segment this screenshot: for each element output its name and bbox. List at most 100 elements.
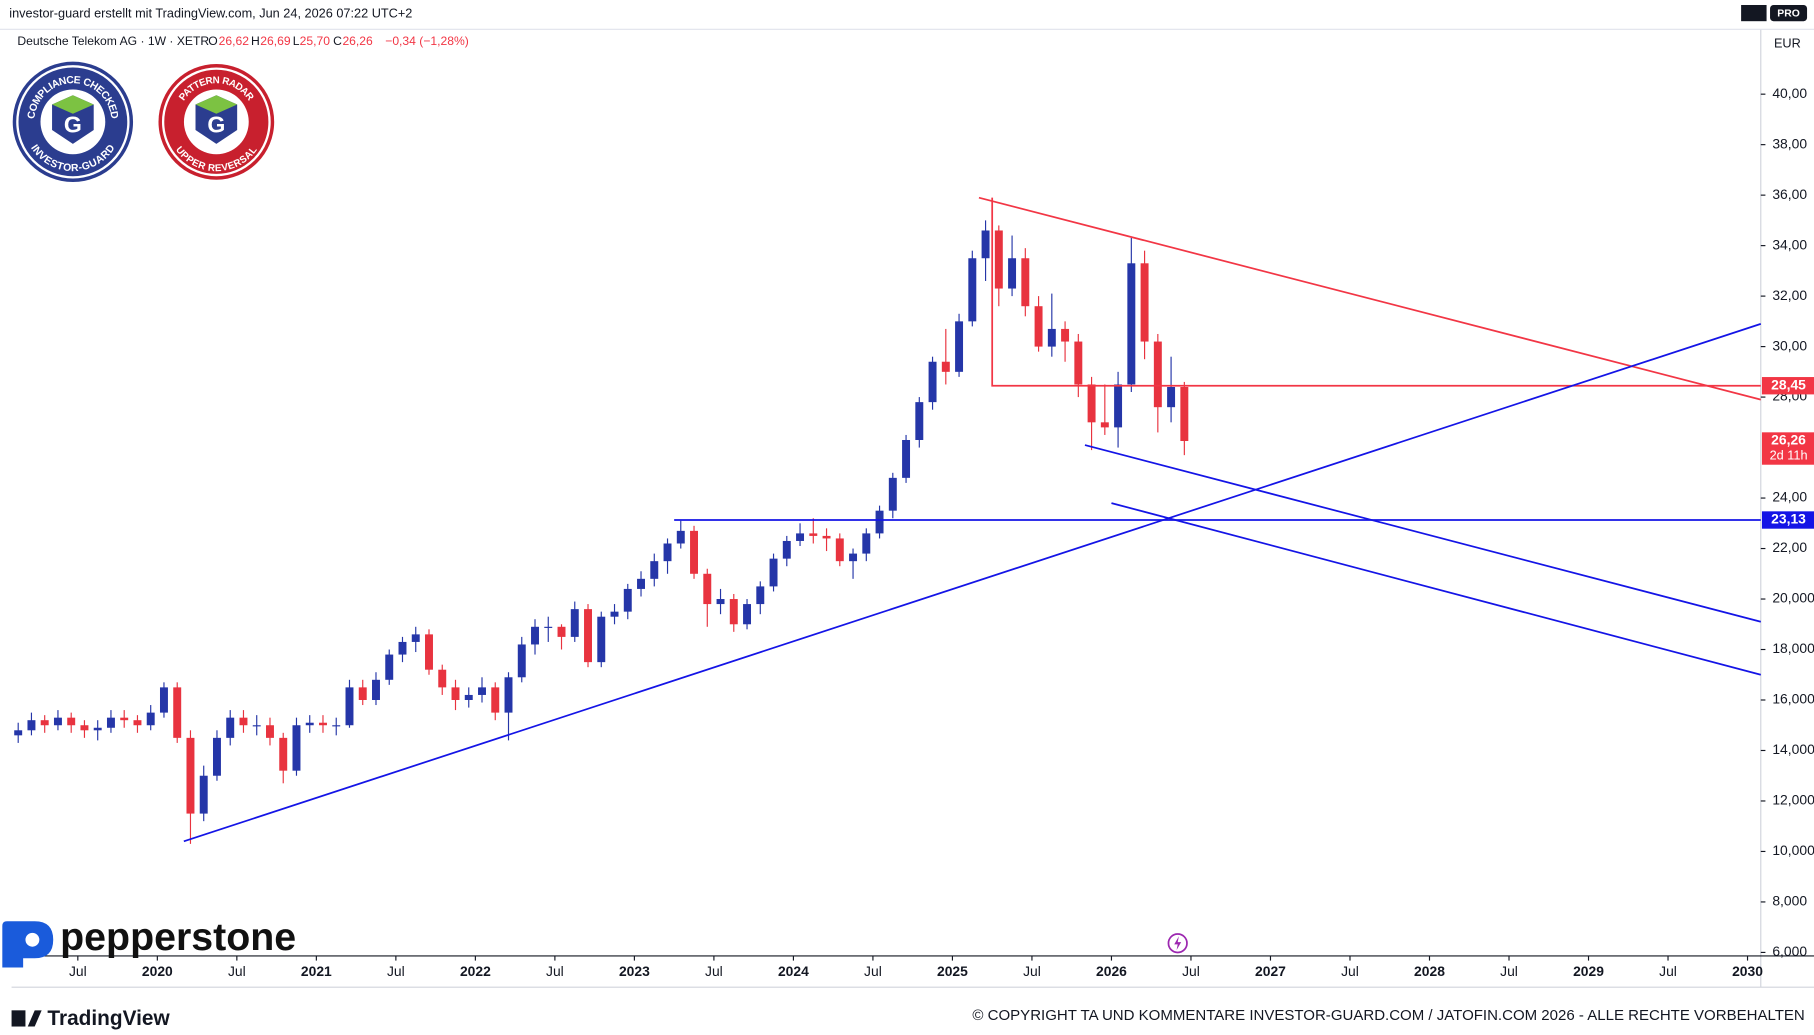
- trend-line: [1111, 502, 1762, 676]
- y-tick-label: 14,000: [1772, 741, 1814, 757]
- legend-key: H: [251, 34, 260, 48]
- candle-body: [53, 717, 62, 726]
- candle-body: [40, 720, 49, 726]
- platform-name: TradingView: [47, 1007, 170, 1030]
- candle-body: [14, 730, 23, 736]
- candle-body: [1034, 306, 1043, 347]
- x-tick-label: Jul: [69, 963, 87, 979]
- badge: G PATTERN RADAR UPPER REVERSAL: [158, 64, 275, 180]
- candle-body: [239, 717, 248, 726]
- x-tick-label: 2022: [460, 963, 491, 979]
- candle-body: [80, 725, 89, 731]
- candle-body: [676, 530, 685, 544]
- candle-body: [1008, 258, 1017, 289]
- plot-area: [14, 196, 1762, 844]
- y-tick-label: 12,000: [1772, 792, 1814, 808]
- candle-body: [1061, 328, 1070, 342]
- candle-body: [345, 687, 354, 726]
- candle-body: [504, 677, 513, 713]
- candle-body: [372, 679, 380, 700]
- candle-body: [822, 535, 831, 539]
- candle-body: [305, 722, 314, 726]
- legend-key: O: [208, 34, 217, 48]
- y-tick-label: 16,000: [1772, 691, 1814, 707]
- price-label: 28,45: [1771, 376, 1806, 392]
- candle-body: [67, 717, 76, 726]
- candle-body: [663, 543, 672, 562]
- broker-logo: pepperstone: [2, 915, 296, 968]
- y-tick-label: 8,000: [1772, 893, 1807, 909]
- badge: G COMPLIANCE CHECKED INVESTOR-GUARD: [12, 61, 134, 183]
- candle-body: [517, 644, 526, 678]
- x-tick-label: 2023: [619, 963, 650, 979]
- candle-body: [623, 588, 632, 612]
- y-tick-label: 24,00: [1772, 489, 1807, 505]
- y-tick-label: 40,00: [1772, 85, 1807, 101]
- y-tick-label: 32,00: [1772, 287, 1807, 303]
- candle-body: [928, 361, 937, 403]
- candle-body: [411, 634, 420, 642]
- legend-change: −0,34 (−1,28%): [385, 34, 469, 48]
- trend-line: [991, 197, 1761, 387]
- y-tick-label: 30,00: [1772, 337, 1807, 353]
- candle-body: [186, 737, 195, 814]
- candle-body: [756, 586, 765, 605]
- candle-body: [319, 722, 327, 726]
- svg-text:PRO: PRO: [1777, 8, 1800, 19]
- x-tick-label: Jul: [546, 963, 564, 979]
- legend: Deutsche Telekom AG · 1W · XETR O 26,62 …: [17, 34, 468, 48]
- candle-body: [716, 599, 725, 605]
- candle-body: [106, 717, 115, 728]
- candle-body: [159, 687, 168, 713]
- y-tick-label: 22,00: [1772, 539, 1807, 555]
- candle-body: [1100, 422, 1109, 428]
- candle-body: [1047, 328, 1056, 347]
- candle-body: [809, 533, 818, 536]
- candle-body: [398, 641, 407, 655]
- x-tick-label: Jul: [864, 963, 882, 979]
- x-tick-label: 2025: [937, 963, 968, 979]
- candle-body: [1087, 384, 1096, 423]
- trend-line: [183, 323, 1762, 843]
- candle-body: [27, 720, 36, 731]
- legend-key: C: [333, 34, 342, 48]
- candle-body: [968, 258, 977, 322]
- x-tick-label: 2028: [1414, 963, 1445, 979]
- y-tick-label: 18,000: [1772, 640, 1814, 656]
- y-tick-label: 36,00: [1772, 186, 1807, 202]
- x-tick-label: Jul: [705, 963, 723, 979]
- trend-line: [1084, 444, 1762, 623]
- x-tick-label: 2021: [301, 963, 332, 979]
- candle-body: [782, 540, 791, 559]
- platform-logo: TradingView: [11, 1007, 170, 1030]
- price-label: 26,26: [1771, 432, 1806, 448]
- candle-body: [133, 720, 142, 726]
- y-tick-label: 6,000: [1772, 943, 1807, 959]
- candle-body: [358, 687, 367, 700]
- y-tick-label: 10,000: [1772, 842, 1814, 858]
- price-label-box: [1761, 377, 1814, 395]
- tv-pro-logo: PRO: [1741, 4, 1808, 22]
- candle-body: [875, 510, 884, 534]
- x-tick-label: 2026: [1096, 963, 1127, 979]
- candle-body: [544, 626, 553, 628]
- candle-body: [915, 402, 924, 440]
- copyright: © COPYRIGHT TA UND KOMMENTARE INVESTOR-G…: [972, 1007, 1804, 1024]
- x-tick-label: Jul: [1659, 963, 1677, 979]
- candle-body: [703, 573, 712, 605]
- candle-body: [610, 611, 619, 617]
- candle-body: [584, 609, 592, 663]
- candle-body: [743, 604, 752, 625]
- candle-body: [637, 578, 645, 589]
- y-tick-label: 20,000: [1772, 590, 1814, 606]
- candle-body: [796, 533, 805, 541]
- candle-body: [690, 530, 699, 574]
- header: investor-guard erstellt mit TradingView.…: [9, 6, 412, 21]
- candle-body: [425, 634, 433, 670]
- candle-body: [1127, 263, 1136, 385]
- candle-body: [199, 775, 208, 814]
- x-tick-label: 2020: [142, 963, 173, 979]
- currency: EUR: [1774, 36, 1801, 51]
- candle-body: [1167, 386, 1176, 408]
